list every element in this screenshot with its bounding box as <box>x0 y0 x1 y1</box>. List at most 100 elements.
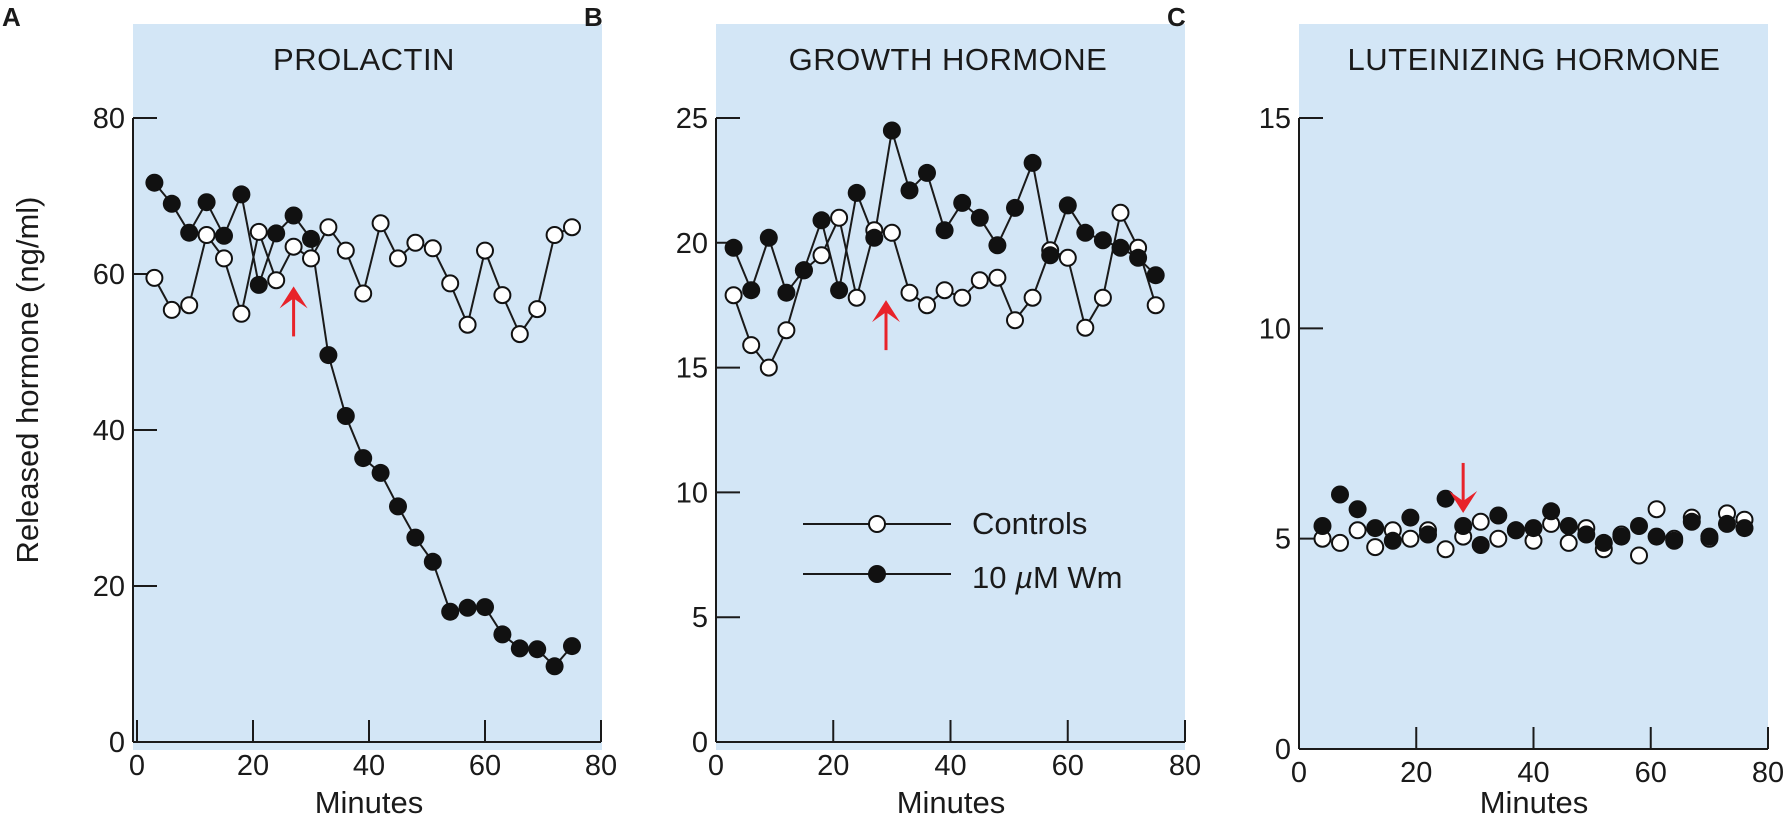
panel-c-x-tick-label: 80 <box>1752 757 1784 789</box>
panel-a-controls-point <box>336 241 355 260</box>
panel-b-wm-point <box>1023 153 1042 172</box>
y-axis-label: Released hormone (ng/ml) <box>10 196 45 563</box>
panel-b-controls-point <box>918 296 936 315</box>
panel-a-controls-point <box>319 218 338 237</box>
panel-a-controls-point <box>545 226 564 244</box>
panel-a-wm-point <box>476 598 494 617</box>
panel-b-y-tick-label: 25 <box>676 103 708 135</box>
panel-a-wm-point <box>493 625 512 644</box>
panel-b-controls-point <box>900 283 919 302</box>
panel-b-controls-point <box>953 288 972 307</box>
panel-c-wm-point <box>1630 517 1648 535</box>
panel-c-y-tick-label: 10 <box>1259 313 1291 345</box>
panel-a-wm-point <box>267 224 286 243</box>
panel-c-controls-point <box>1647 500 1666 519</box>
panel-a-wm-point <box>215 226 233 245</box>
panel-b-wm-point <box>900 181 919 200</box>
panel-a-wm-point <box>458 598 477 617</box>
panel-a-wm-point <box>545 657 564 676</box>
panel-a-wm-point <box>563 637 581 656</box>
panel-a-controls-point <box>510 325 529 344</box>
panel-c-y-tick-label: 0 <box>1275 734 1291 766</box>
panel-a-stimulus-arrow <box>279 286 308 337</box>
panel-b-controls-point <box>988 268 1007 287</box>
panel-c-wm-point <box>1647 527 1666 546</box>
panel-c-wm-point <box>1471 536 1490 554</box>
panel-a-controls-point <box>180 296 199 315</box>
panel-a-x-tick-label: 40 <box>353 750 385 782</box>
panel-b-x-tick-label: 80 <box>1169 750 1201 782</box>
panel-a-wm-point <box>406 528 425 547</box>
panel-c-x-tick-label: 60 <box>1635 757 1667 789</box>
panel-a-y-tick-label: 60 <box>93 259 125 291</box>
panel-c-controls-point <box>1489 529 1508 548</box>
panel-a-wm-point <box>302 229 320 248</box>
panel-a-marks <box>145 173 581 676</box>
panel-b-wm-point <box>812 211 831 230</box>
panel-c-background <box>1299 24 1768 750</box>
panel-b-wm-point <box>777 283 796 302</box>
panel-a-wm-point <box>162 194 181 213</box>
legend-wm-label-prefix: 10 <box>972 560 1015 595</box>
legend-controls-marker <box>868 515 886 533</box>
panel-b-controls-point <box>777 321 796 340</box>
panel-a-controls-point <box>476 241 494 260</box>
panel-a-controls-point <box>528 300 547 319</box>
panel-a-wm-point <box>232 185 251 204</box>
panel-c-wm-point <box>1700 527 1719 546</box>
panel-a-wm-point <box>441 602 460 621</box>
panel-b-x-tick-label: 0 <box>708 750 724 782</box>
panel-a-y-tick-label: 80 <box>93 103 125 135</box>
panel-b-wm-point <box>1058 196 1077 215</box>
panel-c-controls-point <box>1471 512 1490 531</box>
panel-a-controls-point <box>371 214 390 233</box>
panel-c-wm-point <box>1682 512 1701 531</box>
panel-c-wm-point <box>1419 525 1437 544</box>
panel-b-controls-point <box>759 358 778 377</box>
panel-a-wm-point <box>510 639 529 658</box>
panel-c-wm-point <box>1524 519 1543 538</box>
panel-b-controls-point <box>1146 296 1165 315</box>
panel-a-x-tick-label: 80 <box>585 750 617 782</box>
panel-b-wm-point <box>759 228 778 247</box>
panel-a-wm-point <box>249 275 268 294</box>
panel-c-x-tick-label: 40 <box>1517 757 1549 789</box>
panel-b-wm-point <box>988 236 1007 255</box>
panel-a-wm-point <box>180 223 199 242</box>
panel-a-title: PROLACTIN <box>273 42 455 77</box>
panel-b-wm-point <box>1041 246 1060 265</box>
panel-a-y-tick-label: 20 <box>93 571 125 603</box>
panel-c-wm-point <box>1594 533 1613 552</box>
panel-c-wm-point <box>1331 485 1349 504</box>
panel-b-y-tick-label: 10 <box>676 477 708 509</box>
panel-c-x-tick-label: 0 <box>1291 757 1307 789</box>
panel-b-y-tick-label: 15 <box>676 353 708 385</box>
panel-c-wm-point <box>1665 531 1684 550</box>
panel-c-wm-point <box>1454 517 1473 535</box>
panel-a-wm-point <box>354 449 373 468</box>
panel-c-controls-point <box>1348 521 1367 540</box>
panel-c-wm-point <box>1718 514 1736 533</box>
panel-a-y-tick-label: 0 <box>109 727 125 759</box>
panel-c-wm-point <box>1612 527 1631 546</box>
panel-a-controls-point <box>197 226 216 244</box>
panel-c-axes: 0 5 10 15 0 20 40 60 80 <box>1259 103 1784 789</box>
panel-a-controls-point <box>302 249 320 268</box>
panel-b-controls-point <box>724 286 743 305</box>
panel-c-wm-point <box>1383 531 1402 550</box>
panel-c-arrow-head <box>1449 490 1478 513</box>
panel-c-wm-point <box>1401 508 1420 527</box>
panel-a-controls-point <box>215 249 233 268</box>
panel-b-wm-point <box>918 163 936 182</box>
panel-b-controls-point <box>1058 248 1077 267</box>
panel-a-controls-point <box>563 218 581 237</box>
panel-b-controls-point <box>742 336 761 355</box>
panel-a-axes: 0 20 40 60 80 0 20 40 60 80 <box>93 103 617 782</box>
panel-b-wm-point <box>935 221 954 240</box>
legend: Controls 10 µM Wm <box>803 506 1123 595</box>
panel-b-wm-point <box>1006 198 1024 217</box>
panel-b-background <box>716 24 1185 750</box>
panel-b-wm-point <box>1111 238 1130 257</box>
panel-a-prolactin: A PROLACTIN 0 20 40 60 80 0 20 40 60 80 Minutes <box>2 2 617 816</box>
